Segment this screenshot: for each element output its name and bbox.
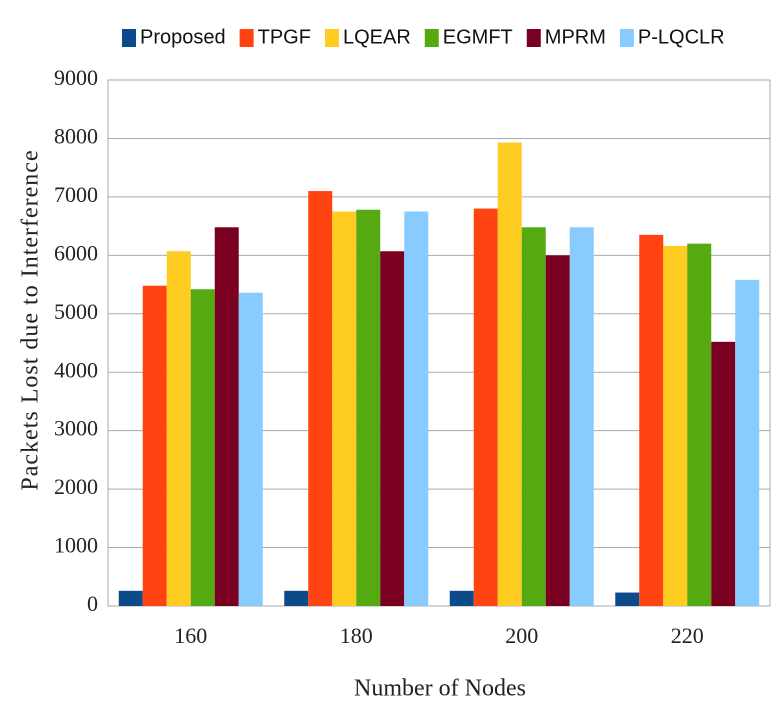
- legend-label: LQEAR: [343, 26, 411, 48]
- x-tick-label: 220: [671, 623, 704, 648]
- bar: [473, 208, 498, 607]
- bar: [308, 191, 333, 607]
- bar: [380, 251, 405, 606]
- legend-swatch: [324, 29, 339, 47]
- bar: [735, 279, 760, 606]
- y-tick-label: 3000: [54, 416, 98, 441]
- bar: [545, 255, 570, 607]
- legend-swatch: [526, 29, 541, 47]
- legend-swatch: [122, 29, 136, 47]
- y-tick-label: 2000: [54, 474, 98, 499]
- y-tick-label: 6000: [54, 240, 98, 265]
- x-tick-label: 160: [174, 623, 207, 648]
- legend-label: Proposed: [140, 26, 226, 48]
- bar: [569, 227, 594, 606]
- bar: [449, 590, 474, 606]
- bar: [663, 245, 688, 606]
- x-axis-title: Number of Nodes: [354, 676, 526, 702]
- x-tick-label: 180: [340, 623, 373, 648]
- legend-swatch: [239, 29, 254, 47]
- x-tick-label: 200: [505, 623, 538, 648]
- y-tick-label: 7000: [54, 182, 98, 207]
- bar: [687, 243, 712, 606]
- bar: [332, 211, 357, 606]
- legend-swatch: [424, 29, 439, 47]
- legend-swatch: [619, 29, 634, 47]
- bar: [497, 142, 522, 606]
- legend-label: TPGF: [258, 26, 311, 48]
- bar: [214, 227, 239, 606]
- bar: [711, 341, 736, 606]
- y-tick-label: 9000: [54, 65, 98, 90]
- bar: [190, 289, 215, 606]
- bar: [639, 234, 664, 606]
- y-tick-label: 4000: [54, 357, 98, 382]
- y-tick-label: 8000: [54, 123, 98, 148]
- bar: [284, 590, 309, 606]
- bar: [238, 292, 263, 606]
- bar: [521, 227, 546, 606]
- legend-label: MPRM: [545, 26, 606, 48]
- legend-label: P-LQCLR: [638, 26, 725, 48]
- bar: [615, 592, 640, 606]
- legend-label: EGMFT: [443, 26, 513, 48]
- bar: [142, 285, 167, 606]
- bar: [166, 251, 191, 606]
- y-tick-label: 5000: [54, 299, 98, 324]
- y-tick-label: 0: [87, 591, 98, 616]
- bar: [118, 590, 143, 606]
- bar: [356, 209, 381, 606]
- y-axis-title: Packets Lost due to Interference: [18, 149, 44, 490]
- y-tick-label: 1000: [54, 533, 98, 558]
- bar: [404, 211, 429, 606]
